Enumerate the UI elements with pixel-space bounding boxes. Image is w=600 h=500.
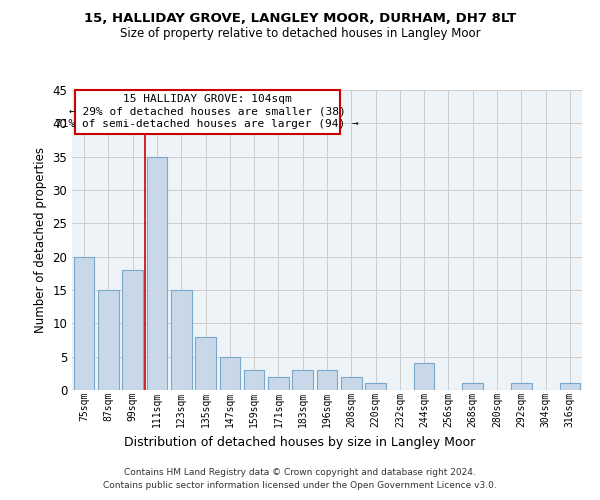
Bar: [244, 370, 265, 390]
Bar: [220, 356, 240, 390]
Bar: [463, 384, 483, 390]
Bar: [74, 256, 94, 390]
Bar: [292, 370, 313, 390]
Bar: [341, 376, 362, 390]
Text: 71% of semi-detached houses are larger (94) →: 71% of semi-detached houses are larger (…: [55, 120, 359, 130]
Bar: [317, 370, 337, 390]
Y-axis label: Number of detached properties: Number of detached properties: [34, 147, 47, 333]
Text: Size of property relative to detached houses in Langley Moor: Size of property relative to detached ho…: [119, 28, 481, 40]
Text: Contains HM Land Registry data © Crown copyright and database right 2024.: Contains HM Land Registry data © Crown c…: [124, 468, 476, 477]
Bar: [98, 290, 119, 390]
Text: 15, HALLIDAY GROVE, LANGLEY MOOR, DURHAM, DH7 8LT: 15, HALLIDAY GROVE, LANGLEY MOOR, DURHAM…: [84, 12, 516, 26]
Bar: [365, 384, 386, 390]
Bar: [146, 156, 167, 390]
Text: ← 29% of detached houses are smaller (38): ← 29% of detached houses are smaller (38…: [69, 107, 346, 117]
Bar: [414, 364, 434, 390]
Bar: [171, 290, 191, 390]
Bar: [268, 376, 289, 390]
Bar: [195, 336, 216, 390]
FancyBboxPatch shape: [74, 90, 340, 134]
Bar: [122, 270, 143, 390]
Text: Contains public sector information licensed under the Open Government Licence v3: Contains public sector information licen…: [103, 482, 497, 490]
Bar: [560, 384, 580, 390]
Text: Distribution of detached houses by size in Langley Moor: Distribution of detached houses by size …: [124, 436, 476, 449]
Bar: [511, 384, 532, 390]
Text: 15 HALLIDAY GROVE: 104sqm: 15 HALLIDAY GROVE: 104sqm: [123, 94, 292, 104]
